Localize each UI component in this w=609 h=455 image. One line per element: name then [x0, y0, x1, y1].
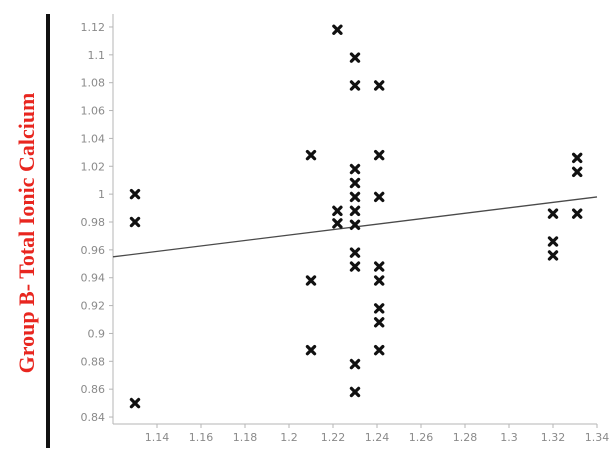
y-tick-label: 0.96	[81, 244, 106, 257]
data-point-marker	[349, 80, 361, 91]
y-tick-label: 1.12	[81, 21, 106, 34]
y-tick-label: 0.92	[81, 300, 106, 313]
data-point-marker	[332, 24, 343, 35]
y-tick-label: 1.06	[81, 105, 106, 118]
y-ticks: 0.84 0.86 0.88 0.9 0.92 0.94 0.96 0.98 1 1.02 1.04…	[81, 21, 113, 424]
x-tick-label: 1.3	[500, 431, 518, 444]
data-point-marker	[349, 163, 361, 175]
y-tick-label: 1.02	[81, 160, 106, 173]
y-tick-label: 0.86	[81, 383, 106, 396]
data-point-marker	[374, 344, 385, 356]
x-tick-label: 1.22	[321, 431, 346, 444]
data-point-marker	[349, 205, 361, 217]
y-tick-label: 0.9	[88, 327, 106, 340]
x-tick-label: 1.34	[585, 431, 609, 444]
data-point-marker	[571, 166, 583, 178]
data-point-marker	[547, 236, 559, 247]
data-point-marker	[349, 247, 361, 258]
y-tick-label: 0.94	[81, 272, 106, 285]
data-point-marker	[547, 250, 559, 261]
data-point-marker	[129, 216, 141, 228]
data-point-marker	[332, 205, 343, 217]
y-tick-label: 1.1	[88, 49, 106, 62]
data-point-marker	[571, 208, 583, 219]
x-ticks: 1.14 1.16 1.18 1.2 1.22 1.24 1.26 1.28 1.3 1.32 1.…	[145, 424, 609, 444]
data-point-marker	[349, 358, 361, 370]
y-axis-label: Group B- Total Ionic Calcium	[14, 93, 39, 374]
y-tick-label: 1.04	[81, 132, 106, 145]
data-point-marker	[349, 52, 361, 63]
data-point-marker	[374, 317, 385, 328]
y-tick-label: 0.84	[81, 411, 106, 424]
data-point-marker	[305, 275, 317, 286]
y-tick-label: 1	[98, 188, 105, 201]
x-tick-label: 1.28	[453, 431, 478, 444]
data-points	[129, 24, 583, 409]
data-point-marker	[349, 261, 361, 272]
x-tick-label: 1.2	[280, 431, 298, 444]
y-tick-label: 1.08	[81, 77, 106, 90]
data-point-marker	[349, 219, 361, 230]
data-point-marker	[374, 275, 385, 286]
data-point-marker	[305, 344, 317, 356]
x-tick-label: 1.26	[409, 431, 434, 444]
data-point-marker	[374, 149, 385, 161]
data-point-marker	[374, 80, 385, 91]
x-tick-label: 1.18	[233, 431, 258, 444]
data-point-marker	[129, 188, 141, 200]
data-point-marker	[349, 386, 361, 398]
data-point-marker	[332, 218, 343, 229]
x-tick-label: 1.16	[189, 431, 214, 444]
data-point-marker	[305, 149, 317, 161]
data-point-marker	[374, 261, 385, 272]
data-point-marker	[547, 208, 559, 219]
y-tick-label: 0.88	[81, 355, 106, 368]
data-point-marker	[374, 191, 385, 203]
data-point-marker	[571, 152, 583, 164]
x-tick-label: 1.32	[541, 431, 566, 444]
x-tick-label: 1.24	[365, 431, 390, 444]
data-point-marker	[374, 303, 385, 314]
data-point-marker	[129, 397, 141, 409]
data-point-marker	[349, 177, 361, 189]
data-point-marker	[349, 191, 361, 203]
y-tick-label: 0.98	[81, 216, 106, 229]
x-tick-label: 1.14	[145, 431, 170, 444]
